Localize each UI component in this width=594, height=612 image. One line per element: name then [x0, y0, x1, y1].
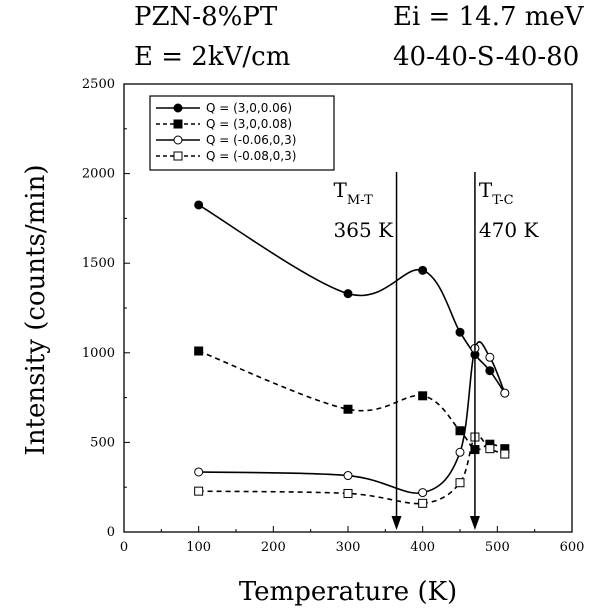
legend-label: Q = (-0.08,0,3) — [206, 149, 296, 163]
data-point — [485, 352, 495, 362]
transition-arrowhead — [469, 516, 480, 530]
data-point — [194, 486, 204, 496]
legend-label: Q = (-0.06,0,3) — [206, 133, 296, 147]
x-tick-label: 500 — [485, 540, 510, 555]
data-point — [418, 391, 428, 401]
y-axis-title: Intensity (counts/min) — [21, 165, 51, 456]
series-line-2 — [198, 350, 506, 451]
data-point — [418, 498, 428, 508]
legend-label: Q = (3,0,0.08) — [206, 117, 292, 131]
data-point — [455, 426, 465, 436]
legend-label: Q = (3,0,0.06) — [206, 101, 292, 115]
data-point — [343, 471, 353, 481]
y-tick-label: 1000 — [82, 346, 115, 361]
legend-marker — [173, 103, 183, 113]
y-tick-label: 2000 — [82, 167, 115, 182]
x-tick-label: 400 — [410, 540, 435, 555]
x-axis-title: Temperature (K) — [239, 577, 457, 607]
header-sample: PZN-8%PT — [134, 2, 278, 32]
data-point — [343, 289, 353, 299]
header-collimation: 40-40-S-40-80 — [393, 42, 580, 72]
y-tick-label: 1500 — [82, 256, 115, 271]
data-point — [418, 488, 428, 498]
y-tick-label: 500 — [90, 435, 115, 450]
transition-label: TM-T — [334, 178, 374, 208]
header-field: E = 2kV/cm — [134, 42, 291, 72]
x-tick-label: 0 — [120, 540, 128, 555]
data-point — [194, 346, 204, 356]
data-point — [485, 366, 495, 376]
data-point — [343, 404, 353, 414]
x-tick-label: 200 — [261, 540, 286, 555]
y-tick-label: 2500 — [82, 77, 115, 92]
data-point — [194, 467, 204, 477]
data-point — [485, 444, 495, 454]
transition-label: TT-C — [479, 178, 514, 208]
data-point — [194, 200, 204, 210]
x-tick-label: 600 — [560, 540, 585, 555]
transition-arrowhead — [391, 516, 402, 530]
data-point — [418, 265, 428, 275]
series-line-3 — [198, 341, 506, 494]
legend-marker — [173, 151, 183, 161]
legend-marker — [173, 119, 183, 129]
legend-marker — [173, 135, 183, 145]
transition-temperature: 365 K — [334, 218, 395, 242]
y-tick-label: 0 — [107, 525, 115, 540]
data-point — [455, 447, 465, 457]
data-point — [455, 327, 465, 337]
x-tick-label: 100 — [186, 540, 211, 555]
data-point — [500, 388, 510, 398]
transition-temperature: 470 K — [479, 218, 540, 242]
data-point — [455, 478, 465, 488]
x-tick-label: 300 — [336, 540, 361, 555]
header-energy: Ei = 14.7 meV — [393, 2, 584, 32]
data-point — [343, 488, 353, 498]
legend: Q = (3,0,0.06) Q = (3,0,0.08) Q = (-0.06,0… — [149, 95, 335, 171]
data-point — [500, 449, 510, 459]
